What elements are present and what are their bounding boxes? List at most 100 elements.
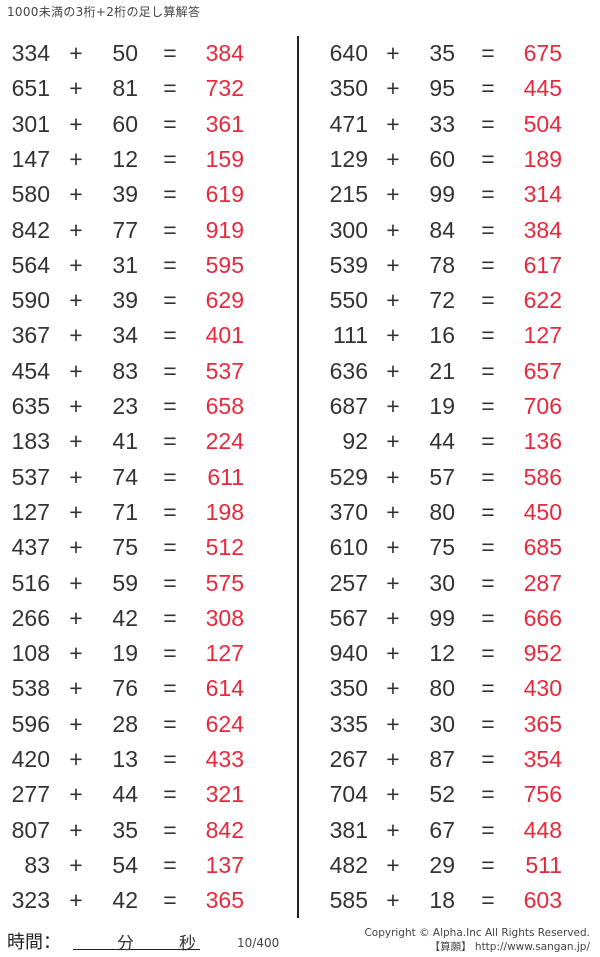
plus-sign: +	[69, 710, 83, 737]
addend-b: 18	[429, 887, 455, 914]
answer: 354	[523, 746, 562, 772]
equals-sign: =	[481, 569, 495, 596]
addend-b: 35	[112, 816, 138, 843]
plus-sign: +	[69, 145, 83, 172]
equals-sign: =	[163, 145, 177, 172]
addend-b: 42	[112, 604, 138, 631]
addend-a: 539	[329, 251, 368, 278]
time-input-line[interactable]	[73, 949, 200, 950]
addend-b: 29	[429, 851, 455, 878]
addend-b: 41	[112, 428, 138, 455]
addend-b: 12	[112, 145, 138, 172]
plus-sign: +	[69, 604, 83, 631]
addend-a: 529	[329, 463, 368, 490]
addend-a: 482	[329, 851, 368, 878]
addend-a: 596	[11, 710, 50, 737]
equals-sign: =	[481, 393, 495, 419]
answer: 127	[523, 322, 562, 349]
addend-b: 34	[112, 322, 138, 349]
equals-sign: =	[163, 534, 177, 561]
plus-sign: +	[69, 887, 83, 914]
plus-sign: +	[69, 322, 83, 349]
addend-a: 516	[11, 569, 50, 596]
addend-b: 19	[112, 640, 138, 667]
addend-b: 30	[429, 569, 455, 596]
answer: 622	[523, 287, 562, 314]
equals-sign: =	[481, 746, 495, 772]
addend-a: 215	[329, 181, 368, 208]
addend-b: 13	[112, 746, 138, 772]
addend-a: 610	[329, 534, 368, 561]
plus-sign: +	[386, 887, 400, 914]
equals-sign: =	[481, 322, 495, 349]
addend-b: 57	[429, 463, 455, 490]
copyright-text: Copyright © Alpha.Inc All Rights Reserve…	[364, 927, 590, 939]
addend-b: 23	[112, 393, 138, 419]
equals-sign: =	[481, 675, 495, 702]
plus-sign: +	[386, 851, 400, 878]
addend-a: 83	[24, 851, 50, 878]
addend-a: 550	[329, 287, 368, 314]
addend-a: 108	[11, 640, 50, 667]
addend-a: 335	[329, 710, 368, 737]
addend-a: 454	[11, 357, 50, 384]
addend-a: 635	[11, 393, 50, 419]
equals-sign: =	[481, 463, 495, 490]
addend-a: 636	[329, 357, 368, 384]
answer: 685	[523, 534, 562, 561]
addend-b: 21	[429, 357, 455, 384]
answer: 619	[205, 181, 244, 208]
addend-a: 437	[11, 534, 50, 561]
addend-a: 537	[11, 463, 50, 490]
answer: 629	[205, 287, 244, 314]
addend-a: 129	[329, 145, 368, 172]
plus-sign: +	[386, 710, 400, 737]
answer: 504	[523, 110, 562, 137]
addend-a: 370	[329, 498, 368, 525]
equals-sign: =	[481, 287, 495, 314]
addend-a: 367	[11, 322, 50, 349]
addend-a: 111	[333, 322, 368, 349]
addend-a: 266	[11, 604, 50, 631]
addend-a: 538	[11, 675, 50, 702]
plus-sign: +	[386, 569, 400, 596]
plus-sign: +	[386, 604, 400, 631]
addend-a: 564	[11, 251, 50, 278]
plus-sign: +	[386, 428, 400, 455]
equals-sign: =	[163, 428, 177, 455]
equals-sign: =	[163, 357, 177, 384]
addend-b: 99	[429, 604, 455, 631]
answer: 658	[205, 393, 244, 419]
equals-sign: =	[481, 357, 495, 384]
answer: 445	[523, 75, 562, 102]
addend-b: 75	[429, 534, 455, 561]
plus-sign: +	[69, 675, 83, 702]
addend-b: 95	[429, 75, 455, 102]
column-divider	[297, 36, 299, 918]
plus-sign: +	[386, 110, 400, 137]
answer: 321	[205, 781, 244, 808]
plus-sign: +	[386, 463, 400, 490]
plus-sign: +	[69, 110, 83, 137]
plus-sign: +	[386, 781, 400, 808]
answer: 842	[205, 816, 244, 843]
equals-sign: =	[163, 75, 177, 102]
plus-sign: +	[386, 181, 400, 208]
answer: 224	[205, 428, 244, 455]
answer: 365	[205, 887, 244, 914]
addend-a: 127	[11, 498, 50, 525]
equals-sign: =	[481, 710, 495, 737]
addend-b: 83	[112, 357, 138, 384]
addend-b: 76	[112, 675, 138, 702]
site-link[interactable]: 【算願】 http://www.sangan.jp/	[429, 941, 590, 953]
plus-sign: +	[386, 640, 400, 667]
answer: 365	[523, 710, 562, 737]
addend-b: 80	[429, 675, 455, 702]
plus-sign: +	[69, 393, 83, 419]
plus-sign: +	[69, 640, 83, 667]
equals-sign: =	[481, 604, 495, 631]
plus-sign: +	[386, 393, 400, 419]
addend-b: 12	[429, 640, 455, 667]
addend-b: 99	[429, 181, 455, 208]
answer: 611	[207, 463, 244, 490]
